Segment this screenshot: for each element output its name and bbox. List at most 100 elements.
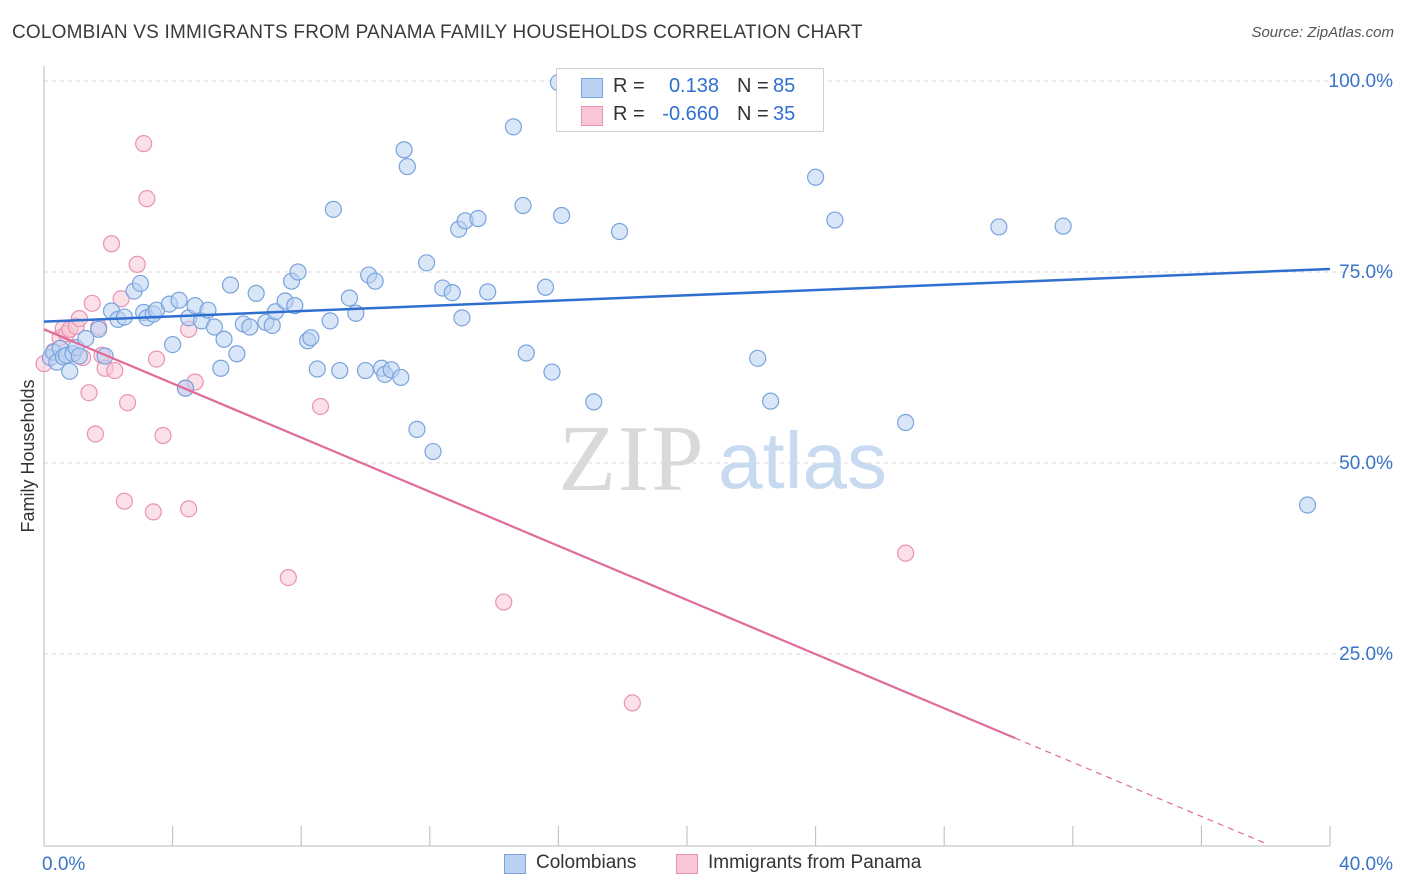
legend-n-value: 35	[773, 103, 796, 125]
data-point-panama	[897, 544, 915, 562]
series-legend: Colombians Immigrants from Panama	[0, 852, 1406, 878]
trend-line-panama-extrapolated	[1014, 737, 1266, 845]
legend-swatch-panama	[676, 854, 698, 874]
data-point-colombians	[536, 278, 555, 296]
data-point-colombians	[321, 312, 339, 330]
correlation-legend: R = 0.138 N = 85 R = -0.660 N = 35	[556, 68, 824, 132]
data-point-colombians	[289, 263, 307, 281]
data-point-colombians	[585, 393, 603, 411]
data-point-colombians	[990, 218, 1008, 236]
watermark-zip: ZIP	[559, 407, 706, 511]
x-tick-label: 40.0%	[1339, 854, 1393, 875]
data-point-colombians	[749, 349, 767, 367]
data-point-panama	[180, 500, 198, 518]
gridlines	[44, 80, 1390, 655]
data-point-panama	[106, 361, 124, 380]
data-point-colombians	[90, 320, 108, 338]
legend-n-label: N =	[737, 75, 769, 97]
data-point-panama	[80, 384, 98, 402]
data-point-colombians	[324, 200, 342, 218]
data-point-panama	[147, 350, 166, 368]
data-point-colombians	[241, 318, 259, 336]
watermark: ZIP atlas	[559, 407, 887, 511]
y-tick-label: 50.0%	[1339, 453, 1393, 474]
data-point-colombians	[164, 335, 182, 354]
data-point-panama	[138, 190, 156, 208]
data-point-colombians	[366, 272, 384, 290]
legend-r-label: R =	[613, 103, 645, 125]
data-point-colombians	[417, 254, 436, 272]
data-point-colombians	[504, 118, 522, 136]
data-point-colombians	[221, 276, 240, 294]
data-point-colombians	[228, 345, 246, 363]
data-point-colombians	[514, 196, 532, 215]
data-point-panama	[623, 694, 641, 712]
data-point-panama	[83, 294, 101, 312]
data-point-panama	[311, 397, 330, 416]
data-point-colombians	[897, 413, 915, 432]
data-point-colombians	[70, 347, 88, 365]
data-point-panama	[115, 492, 133, 510]
legend-label-panama: Immigrants from Panama	[708, 852, 922, 873]
data-point-colombians	[356, 361, 375, 380]
data-point-colombians	[1054, 217, 1072, 235]
series-colombians	[41, 73, 1317, 514]
data-point-colombians	[286, 297, 304, 315]
data-point-colombians	[131, 274, 150, 293]
data-point-colombians	[308, 360, 326, 378]
data-point-panama	[144, 503, 162, 521]
data-point-colombians	[553, 206, 571, 225]
data-point-colombians	[61, 362, 79, 380]
data-point-panama	[495, 593, 513, 611]
legend-swatch-colombians	[504, 854, 526, 874]
data-point-colombians	[479, 283, 497, 301]
legend-r-value: 0.138	[668, 75, 719, 97]
axes	[43, 66, 1331, 847]
x-tick-label: 0.0%	[42, 854, 85, 875]
trend-lines	[43, 267, 1331, 845]
data-point-colombians	[424, 442, 442, 461]
chart-title: COLOMBIAN VS IMMIGRANTS FROM PANAMA FAMI…	[12, 22, 863, 43]
legend-row-panama: R = -0.660 N = 35	[557, 101, 823, 129]
data-point-colombians	[806, 168, 825, 186]
data-point-colombians	[302, 329, 320, 347]
y-tick-label: 75.0%	[1339, 262, 1393, 283]
data-point-colombians	[443, 284, 461, 302]
data-point-panama	[70, 310, 88, 328]
data-point-colombians	[395, 141, 413, 159]
data-point-colombians	[215, 330, 233, 348]
trend-line-colombians	[43, 267, 1331, 323]
data-point-panama	[86, 425, 105, 443]
data-point-panama	[135, 135, 153, 153]
data-point-colombians	[170, 291, 188, 309]
data-point-colombians	[453, 309, 471, 327]
data-point-colombians	[340, 289, 359, 307]
y-axis-label: Family Households	[18, 379, 38, 532]
data-point-colombians	[398, 157, 416, 176]
data-point-colombians	[212, 359, 230, 377]
data-point-colombians	[826, 211, 844, 229]
trend-line-panama	[43, 328, 1016, 740]
tick-labels: 25.0% 50.0% 75.0% 100.0% 0.0% 40.0%	[42, 71, 1393, 875]
legend-row-colombians: R = 0.138 N = 85	[557, 73, 823, 101]
data-point-panama	[112, 290, 130, 308]
legend-n-label: N =	[737, 103, 769, 125]
data-point-panama	[128, 255, 146, 273]
data-point-colombians	[610, 222, 629, 241]
y-tick-label: 25.0%	[1339, 644, 1393, 665]
data-point-panama	[154, 426, 172, 445]
data-point-colombians	[1298, 496, 1317, 514]
data-point-colombians	[247, 284, 265, 302]
data-point-colombians	[543, 363, 561, 381]
legend-swatch-pink	[581, 106, 603, 126]
legend-swatch-blue	[581, 78, 603, 98]
data-point-panama	[102, 235, 121, 253]
watermark-atlas: atlas	[718, 416, 887, 505]
legend-n-value: 85	[773, 75, 796, 97]
data-point-colombians	[761, 392, 780, 410]
data-point-colombians	[408, 420, 426, 438]
data-point-colombians	[517, 344, 535, 362]
data-point-panama	[279, 568, 297, 587]
data-point-colombians	[469, 209, 487, 228]
